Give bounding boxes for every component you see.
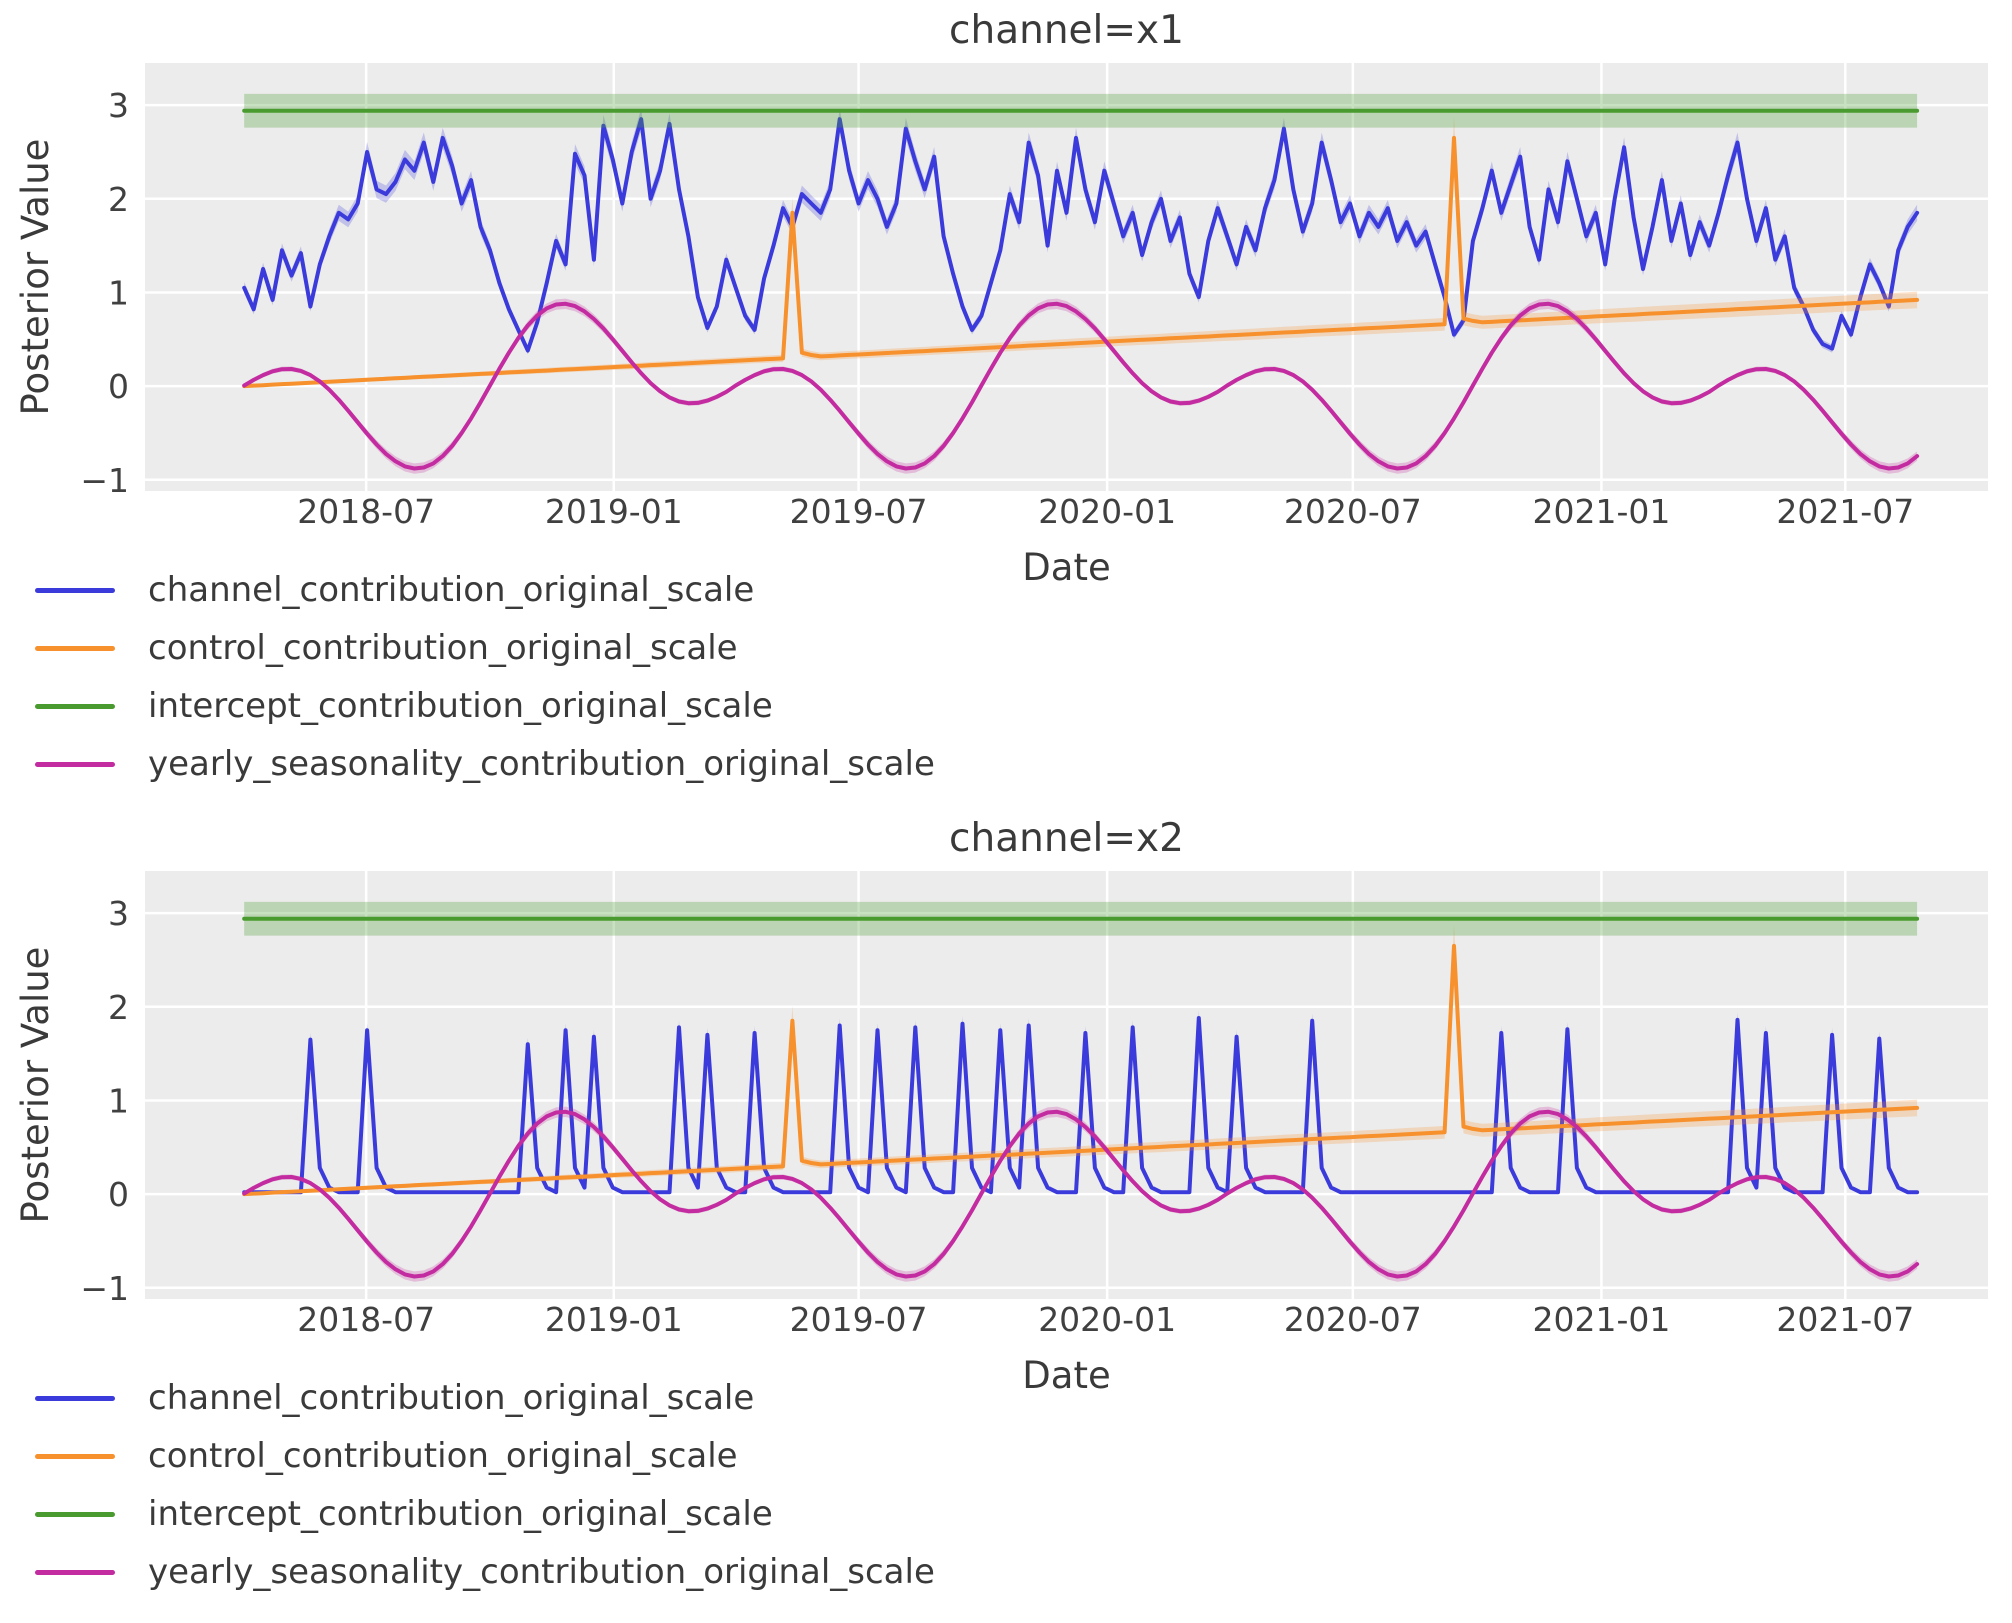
legend-label: intercept_contribution_original_scale bbox=[148, 686, 773, 726]
yearly_seasonality_contribution_original_scale-line bbox=[242, 1109, 1920, 1279]
legend-label: yearly_seasonality_contribution_original… bbox=[148, 1552, 935, 1592]
x-tick-label: 2020-01 bbox=[1038, 1300, 1176, 1338]
channel_contribution_original_scale-line bbox=[242, 117, 1920, 353]
x-tick-label: 2018-07 bbox=[297, 1300, 435, 1338]
channel_contribution_original_scale-line bbox=[242, 1016, 1920, 1195]
x-tick-label: 2021-07 bbox=[1776, 1300, 1914, 1338]
y-tick-label: 2 bbox=[108, 988, 129, 1027]
x-tick-label: 2019-01 bbox=[545, 492, 683, 530]
x-tick-label: 2020-07 bbox=[1284, 1300, 1422, 1338]
legend-line-swatch bbox=[35, 1453, 115, 1459]
control_contribution_original_scale-line bbox=[242, 135, 1920, 389]
legend-item: channel_contribution_original_scale bbox=[35, 1369, 935, 1427]
legend-item: yearly_seasonality_contribution_original… bbox=[35, 1543, 935, 1601]
legend-label: control_contribution_original_scale bbox=[148, 628, 738, 668]
x-tick-label: 2019-07 bbox=[790, 492, 928, 530]
x-tick-label: 2019-01 bbox=[545, 1300, 683, 1338]
y-tick-label: 1 bbox=[108, 1081, 129, 1120]
x-tick-label: 2021-01 bbox=[1532, 492, 1670, 530]
control_contribution_original_scale-line bbox=[242, 943, 1920, 1197]
x-tick-label: 2020-01 bbox=[1038, 492, 1176, 530]
legend-label: yearly_seasonality_contribution_original… bbox=[148, 744, 935, 784]
figure-channel-x2: channel=x2 Posterior Value 2018-07 2019-0… bbox=[0, 808, 2012, 1623]
legend-line-swatch bbox=[35, 645, 115, 651]
legend-line-swatch bbox=[35, 1569, 115, 1575]
legend-item: intercept_contribution_original_scale bbox=[35, 1485, 935, 1543]
y-tick-label: 2 bbox=[108, 180, 129, 219]
x-tick-label: 2020-07 bbox=[1284, 492, 1422, 530]
legend-line-swatch bbox=[35, 1395, 115, 1401]
y-tick-label: 3 bbox=[108, 894, 129, 933]
legend-line-swatch bbox=[35, 703, 115, 709]
legend-label: channel_contribution_original_scale bbox=[148, 570, 755, 610]
y-tick-label: 3 bbox=[108, 86, 129, 125]
legend-line-swatch bbox=[35, 587, 115, 593]
legend-label: channel_contribution_original_scale bbox=[148, 1378, 755, 1418]
x-axis-label-x2: Date bbox=[1022, 1354, 1111, 1397]
x-tick-label: 2018-07 bbox=[297, 492, 435, 530]
legend-item: control_contribution_original_scale bbox=[35, 619, 935, 677]
legend-item: channel_contribution_original_scale bbox=[35, 561, 935, 619]
x-tick-label: 2019-07 bbox=[790, 1300, 928, 1338]
chart-title-x2: channel=x2 bbox=[949, 816, 1184, 861]
yearly_seasonality_contribution_original_scale-line bbox=[242, 301, 1920, 471]
x-axis-label-x1: Date bbox=[1022, 546, 1111, 589]
y-tick-label: −1 bbox=[80, 461, 129, 500]
y-tick-label: 1 bbox=[108, 273, 129, 312]
y-tick-label: 0 bbox=[108, 367, 129, 406]
legend-line-swatch bbox=[35, 1511, 115, 1517]
legend-label: control_contribution_original_scale bbox=[148, 1436, 738, 1476]
y-tick-label: 0 bbox=[108, 1175, 129, 1214]
legend-line-swatch bbox=[35, 761, 115, 767]
x-tick-label: 2021-01 bbox=[1532, 1300, 1670, 1338]
chart-title-x1: channel=x1 bbox=[949, 8, 1184, 53]
legend-item: control_contribution_original_scale bbox=[35, 1427, 935, 1485]
figure-channel-x1: channel=x1 Posterior Value 2018-07 2019-0… bbox=[0, 0, 2012, 808]
x-tick-label: 2021-07 bbox=[1776, 492, 1914, 530]
plot-area-x1: 2018-07 2019-01 2019-07 2020-01 2020-07 2021-… bbox=[80, 63, 1988, 530]
y-tick-label: −1 bbox=[80, 1269, 129, 1308]
plot-area-x2: 2018-07 2019-01 2019-07 2020-01 2020-07 2021-… bbox=[80, 871, 1988, 1338]
legend-item: yearly_seasonality_contribution_original… bbox=[35, 735, 935, 793]
legend-item: intercept_contribution_original_scale bbox=[35, 677, 935, 735]
legend-label: intercept_contribution_original_scale bbox=[148, 1494, 773, 1534]
